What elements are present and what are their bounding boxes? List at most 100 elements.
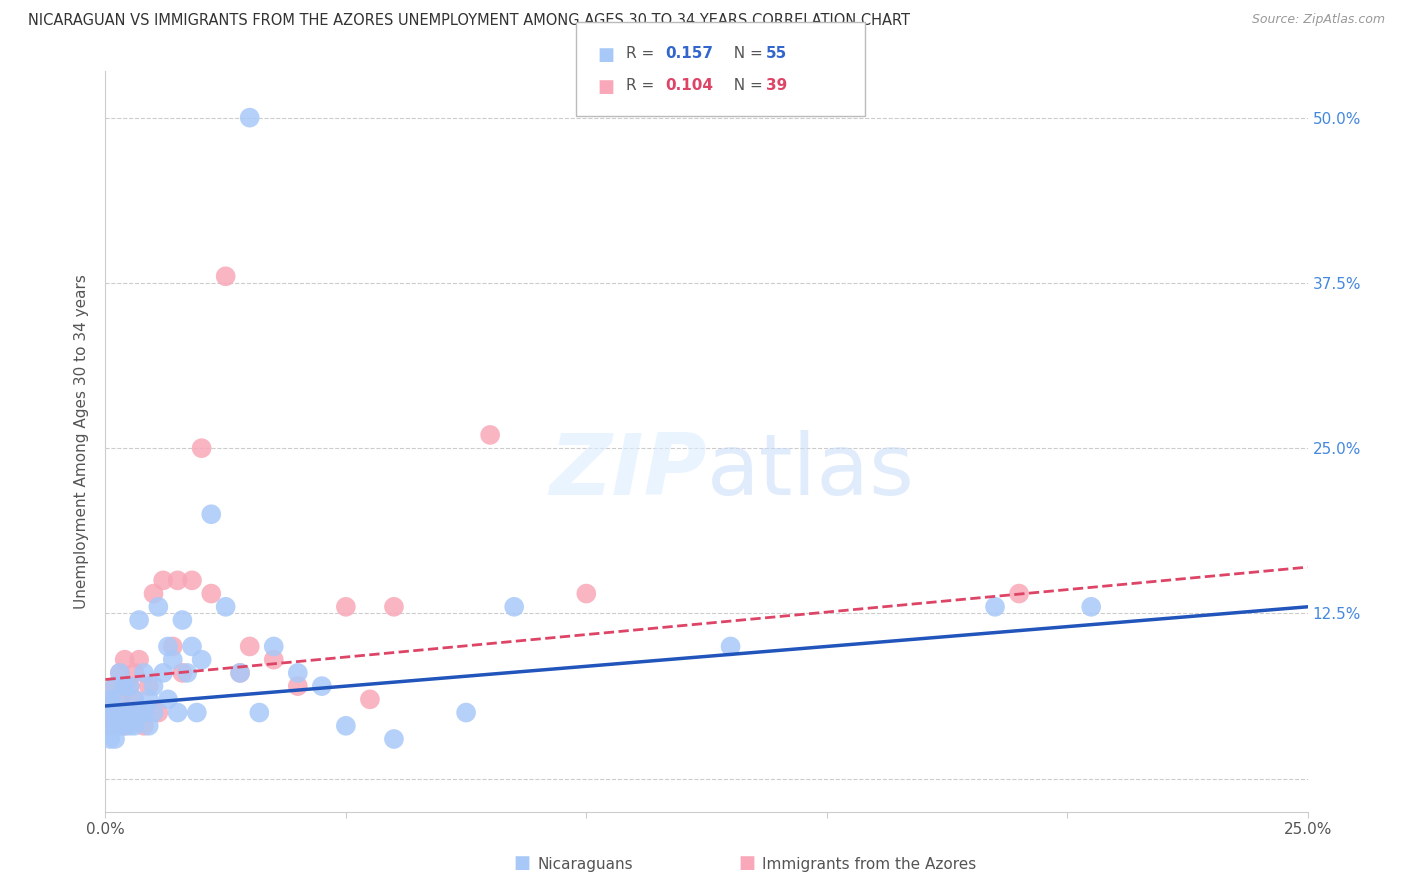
- Point: [128, 613, 150, 627]
- Point: [124, 665, 146, 680]
- Point: [124, 706, 146, 720]
- Point: [200, 508, 222, 522]
- Text: ■: ■: [738, 855, 755, 872]
- Y-axis label: Unemployment Among Ages 30 to 34 years: Unemployment Among Ages 30 to 34 years: [75, 274, 90, 609]
- Text: N =: N =: [724, 78, 768, 94]
- Point: [382, 731, 405, 746]
- Point: [132, 665, 155, 680]
- Point: [263, 653, 285, 667]
- Point: [214, 599, 236, 614]
- Point: [128, 653, 150, 667]
- Point: [152, 574, 174, 588]
- Point: [287, 679, 309, 693]
- Point: [108, 719, 131, 733]
- Point: [152, 665, 174, 680]
- Point: [98, 692, 121, 706]
- Text: atlas: atlas: [707, 430, 914, 513]
- Point: [132, 706, 155, 720]
- Point: [108, 665, 131, 680]
- Text: Immigrants from the Azores: Immigrants from the Azores: [762, 857, 976, 872]
- Point: [1008, 586, 1031, 600]
- Point: [359, 692, 381, 706]
- Point: [156, 640, 179, 654]
- Point: [104, 706, 127, 720]
- Point: [104, 719, 127, 733]
- Point: [247, 706, 270, 720]
- Point: [214, 269, 236, 284]
- Point: [479, 428, 502, 442]
- Point: [166, 574, 188, 588]
- Text: 55: 55: [766, 46, 787, 62]
- Point: [128, 706, 150, 720]
- Point: [142, 586, 165, 600]
- Point: [104, 706, 127, 720]
- Point: [138, 679, 160, 693]
- Point: [98, 706, 121, 720]
- Point: [114, 679, 136, 693]
- Point: [1080, 599, 1102, 614]
- Point: [98, 692, 121, 706]
- Point: [124, 692, 146, 706]
- Point: [104, 692, 127, 706]
- Point: [128, 706, 150, 720]
- Point: [311, 679, 333, 693]
- Point: [124, 719, 146, 733]
- Point: [98, 706, 121, 720]
- Point: [114, 719, 136, 733]
- Point: [229, 665, 252, 680]
- Point: [287, 665, 309, 680]
- Point: [118, 706, 141, 720]
- Point: [114, 653, 136, 667]
- Point: [190, 653, 212, 667]
- Point: [162, 653, 184, 667]
- Point: [239, 640, 262, 654]
- Text: 0.104: 0.104: [665, 78, 713, 94]
- Point: [114, 706, 136, 720]
- Text: ■: ■: [598, 46, 614, 64]
- Text: R =: R =: [626, 46, 659, 62]
- Point: [263, 640, 285, 654]
- Point: [172, 665, 194, 680]
- Point: [454, 706, 477, 720]
- Text: ■: ■: [513, 855, 530, 872]
- Text: Source: ZipAtlas.com: Source: ZipAtlas.com: [1251, 13, 1385, 27]
- Point: [176, 665, 198, 680]
- Point: [503, 599, 526, 614]
- Point: [138, 692, 160, 706]
- Point: [104, 719, 127, 733]
- Point: [98, 719, 121, 733]
- Point: [186, 706, 208, 720]
- Point: [172, 613, 194, 627]
- Point: [190, 441, 212, 455]
- Point: [335, 719, 357, 733]
- Text: ■: ■: [598, 78, 614, 96]
- Point: [118, 719, 141, 733]
- Point: [108, 665, 131, 680]
- Text: R =: R =: [626, 78, 659, 94]
- Point: [108, 706, 131, 720]
- Point: [181, 574, 204, 588]
- Point: [124, 692, 146, 706]
- Point: [382, 599, 405, 614]
- Point: [575, 586, 598, 600]
- Point: [335, 599, 357, 614]
- Point: [148, 706, 170, 720]
- Point: [142, 679, 165, 693]
- Point: [984, 599, 1007, 614]
- Point: [98, 731, 121, 746]
- Point: [162, 640, 184, 654]
- Point: [118, 679, 141, 693]
- Text: NICARAGUAN VS IMMIGRANTS FROM THE AZORES UNEMPLOYMENT AMONG AGES 30 TO 34 YEARS : NICARAGUAN VS IMMIGRANTS FROM THE AZORES…: [28, 13, 910, 29]
- Text: N =: N =: [724, 46, 768, 62]
- Point: [229, 665, 252, 680]
- Text: Nicaraguans: Nicaraguans: [537, 857, 633, 872]
- Point: [200, 586, 222, 600]
- Text: ZIP: ZIP: [548, 430, 707, 513]
- Point: [142, 706, 165, 720]
- Point: [114, 719, 136, 733]
- Point: [104, 679, 127, 693]
- Point: [239, 111, 262, 125]
- Point: [98, 719, 121, 733]
- Point: [720, 640, 742, 654]
- Text: 39: 39: [766, 78, 787, 94]
